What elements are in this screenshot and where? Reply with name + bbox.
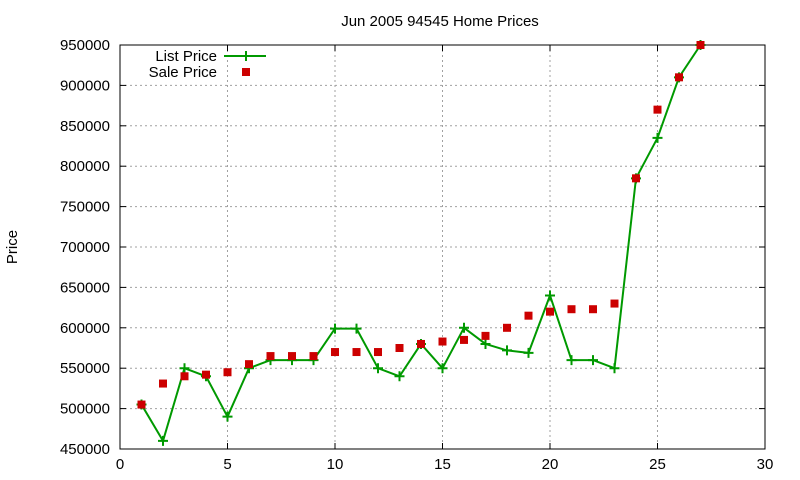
legend-label-sale-price: Sale Price	[149, 64, 217, 81]
grid-lines	[120, 45, 765, 449]
sale-price-point	[546, 307, 554, 316]
sale-price-point	[417, 339, 425, 348]
sale-price-point	[438, 337, 447, 346]
sale-price-point	[352, 348, 361, 357]
x-tick-label: 20	[542, 456, 559, 473]
x-tick-labels: 0 5 10 15 20 25 30	[116, 456, 774, 473]
list-price-point	[179, 363, 190, 374]
legend-label-list-price: List Price	[155, 48, 217, 65]
list-price-point	[480, 338, 491, 349]
sale-price-point	[309, 352, 318, 361]
sale-price-point	[610, 299, 619, 308]
list-price-point	[373, 363, 383, 374]
x-tick-label: 25	[649, 456, 666, 473]
y-tick-label: 500000	[60, 401, 110, 418]
y-tick-label: 800000	[60, 158, 110, 175]
y-tick-label: 750000	[60, 199, 110, 216]
x-tick-label: 30	[757, 456, 774, 473]
list-price-point	[523, 347, 534, 358]
sale-price-point	[331, 348, 339, 357]
y-tick-label: 850000	[60, 118, 110, 135]
sale-price-point	[675, 73, 683, 82]
sale-price-point	[266, 352, 275, 361]
sale-price-point	[481, 331, 490, 340]
axis-ticks	[119, 44, 766, 450]
y-tick-labels: 450000 500000 550000 600000 650000 700000 7500…	[60, 37, 110, 458]
list-price-point	[158, 435, 168, 446]
sale-price-point	[245, 360, 253, 369]
y-tick-label: 900000	[60, 77, 110, 94]
y-tick-label: 950000	[60, 37, 110, 54]
sale-price-point	[223, 368, 232, 377]
y-tick-label: 450000	[60, 441, 110, 458]
list-price-point	[652, 132, 663, 143]
y-tick-label: 650000	[60, 279, 110, 296]
sale-price-point	[460, 335, 468, 344]
y-tick-label: 600000	[60, 320, 110, 337]
x-tick-label: 15	[434, 456, 451, 473]
x-tick-label: 10	[327, 456, 344, 473]
list-price-point	[588, 355, 598, 366]
sale-price-point	[524, 311, 533, 320]
sale-price-point	[159, 379, 167, 388]
sale-price-point	[567, 305, 576, 314]
sale-price-point	[374, 348, 382, 357]
series-sale-price	[137, 41, 705, 409]
y-tick-label: 700000	[60, 239, 110, 256]
sale-price-point	[696, 41, 705, 49]
list-price-point	[566, 355, 577, 366]
legend-swatch-list-price-marker	[241, 51, 251, 61]
sale-price-point	[589, 305, 597, 314]
y-tick-label: 550000	[60, 360, 110, 377]
sale-price-point	[180, 372, 189, 381]
sale-price-point	[653, 105, 662, 114]
list-price-point	[222, 411, 233, 422]
sale-price-point	[632, 174, 640, 183]
legend-swatch-sale-price-marker	[242, 68, 250, 76]
list-price-point	[330, 323, 340, 334]
list-price-point	[394, 371, 405, 382]
chart-title: Jun 2005 94545 Home Prices	[341, 13, 539, 30]
list-price-point	[502, 345, 512, 356]
list-price-point	[351, 323, 362, 334]
list-price-point	[437, 363, 448, 374]
list-price-point	[609, 363, 620, 374]
sale-price-point	[288, 352, 296, 361]
sale-price-point	[503, 323, 511, 332]
sale-price-point	[202, 370, 210, 379]
list-price-point	[459, 322, 469, 333]
sale-price-point	[137, 400, 146, 409]
x-tick-label: 5	[223, 456, 231, 473]
y-axis-label: Price	[4, 230, 21, 264]
list-price-point	[545, 290, 555, 301]
x-tick-label: 0	[116, 456, 124, 473]
legend: List Price Sale Price	[149, 48, 266, 81]
sale-price-point	[395, 344, 404, 352]
